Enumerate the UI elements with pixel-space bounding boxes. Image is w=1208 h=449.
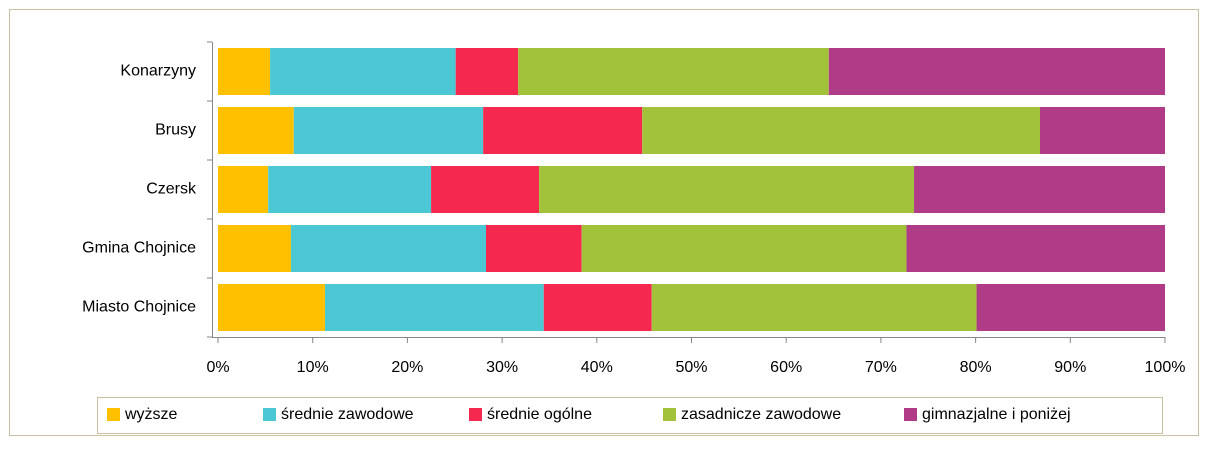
legend-swatch <box>904 408 917 421</box>
bar-segment <box>290 225 487 272</box>
bar-segment <box>1039 107 1165 154</box>
legend-swatch <box>469 408 482 421</box>
legend-label: gimnazjalne i poniżej <box>922 406 1071 423</box>
bar-segment <box>906 225 1165 272</box>
bar-segment <box>268 166 432 213</box>
x-tick-label: 50% <box>675 359 707 376</box>
legend-label: średnie zawodowe <box>281 406 414 423</box>
bar-segment <box>218 48 271 95</box>
bar-segment <box>218 107 294 154</box>
bar-segment <box>518 48 829 95</box>
x-tick-label: 70% <box>865 359 897 376</box>
bar-segment <box>581 225 907 272</box>
bar-segment <box>218 166 269 213</box>
bar-segment <box>325 284 544 331</box>
x-tick-label: 20% <box>391 359 423 376</box>
bar-segment <box>976 284 1165 331</box>
bar-segment <box>483 107 643 154</box>
bar-segment <box>455 48 519 95</box>
x-tick-label: 80% <box>960 359 992 376</box>
y-tick-label: Czersk <box>146 181 197 198</box>
x-tick-label: 90% <box>1054 359 1086 376</box>
legend-label: zasadnicze zawodowe <box>681 406 841 423</box>
bar-segment <box>642 107 1040 154</box>
bar-segment <box>539 166 915 213</box>
y-tick-label: Brusy <box>155 122 196 139</box>
bar-segment <box>218 225 291 272</box>
bar-segment <box>431 166 540 213</box>
bar-segment <box>543 284 652 331</box>
x-tick-label: 60% <box>770 359 802 376</box>
bar-segment <box>486 225 582 272</box>
y-tick-label: Gmina Chojnice <box>82 240 196 257</box>
bar-segment <box>270 48 456 95</box>
legend-swatch <box>107 408 120 421</box>
legend-label: średnie ogólne <box>487 406 592 423</box>
x-tick-label: 10% <box>297 359 329 376</box>
bar-segment <box>218 284 326 331</box>
bar-segment <box>651 284 977 331</box>
legend-label: wyższe <box>124 406 178 423</box>
y-tick-label: Konarzyny <box>120 63 196 80</box>
x-tick-label: 0% <box>206 359 229 376</box>
bar-segment <box>293 107 484 154</box>
legend-swatch <box>663 408 676 421</box>
bar-segment <box>914 166 1165 213</box>
y-tick-label: Miasto Chojnice <box>82 299 196 316</box>
x-tick-label: 40% <box>581 359 613 376</box>
x-tick-label: 30% <box>486 359 518 376</box>
x-tick-label: 100% <box>1145 359 1186 376</box>
legend-swatch <box>263 408 276 421</box>
bar-segment <box>828 48 1165 95</box>
